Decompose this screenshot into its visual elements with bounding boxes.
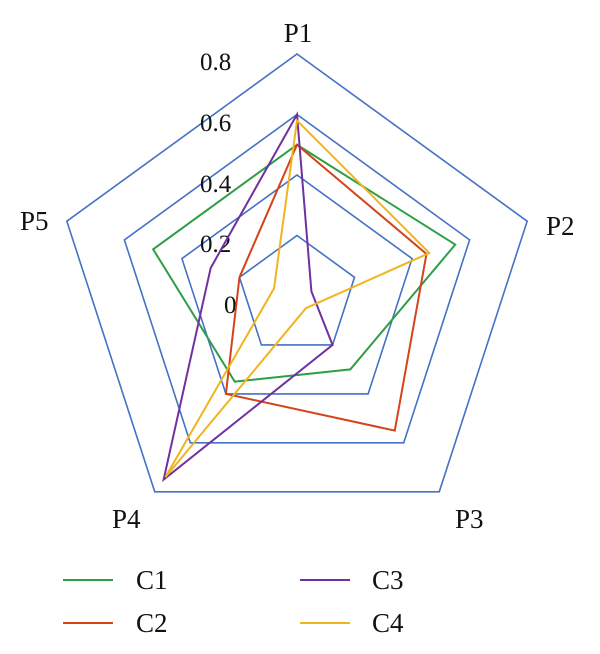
data-series [151,111,457,483]
category-labels: P1 P2 P3 P4 P5 [20,18,575,534]
series-line-c3 [162,111,334,483]
grid-ring-1 [238,234,356,346]
category-label-p3: P3 [455,504,484,534]
legend-label-c4: C4 [372,608,404,638]
legend: C1 C2 C3 C4 [63,565,404,638]
legend-label-c3: C3 [372,565,404,595]
tick-label-0-8: 0.8 [200,49,231,76]
grid-ring-3 [123,113,471,444]
tick-label-0-4: 0.4 [200,171,232,198]
tick-label-0-2: 0.2 [200,231,231,258]
tick-label-0: 0 [224,292,237,319]
category-label-p5: P5 [20,206,49,236]
grid-ring-2 [180,174,414,395]
radar-grid [65,53,529,493]
series-line-c1 [151,143,457,383]
series-line-c4 [164,118,432,478]
category-label-p1: P1 [284,18,313,48]
legend-label-c1: C1 [136,565,168,595]
category-label-p4: P4 [112,504,141,534]
tick-label-0-6: 0.6 [200,110,231,137]
series-line-c2 [224,143,428,432]
radial-tick-labels: 0.8 0.6 0.4 0.2 0 [200,49,237,319]
legend-label-c2: C2 [136,608,168,638]
grid-ring-4 [65,53,529,493]
category-label-p2: P2 [546,211,575,241]
